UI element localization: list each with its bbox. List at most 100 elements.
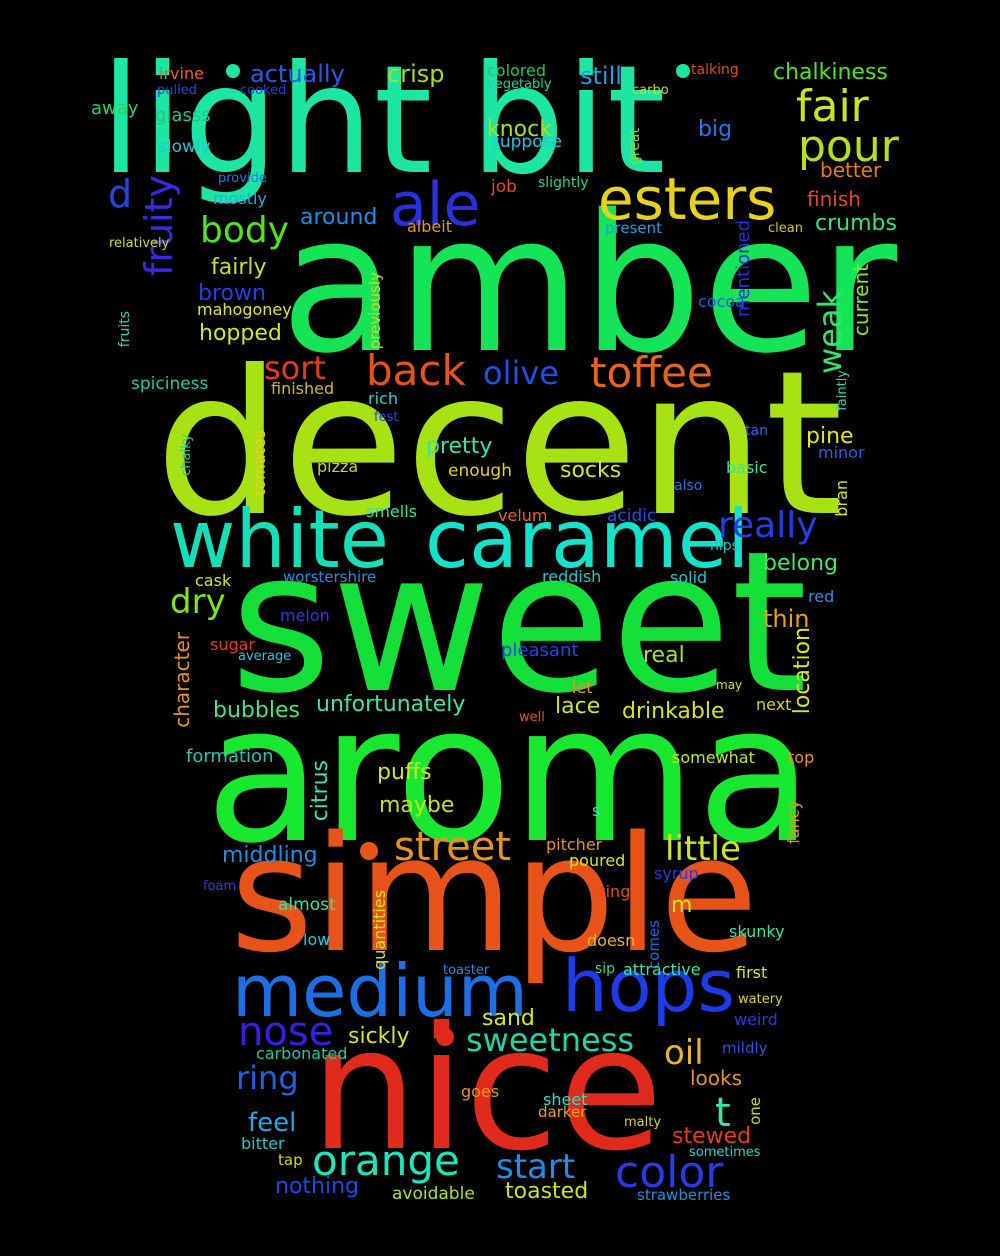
word-feel: feel [248,1108,297,1138]
word-toasted: toasted [505,1179,589,1204]
word-pretty: pretty [426,434,493,459]
word-pizza: pizza [317,457,359,476]
word-thin: thin [763,605,810,633]
word-looks: looks [690,1066,743,1090]
word-may: may [716,678,743,692]
word-foam: foam [203,879,237,894]
word-fest: fest [374,410,399,425]
word-carbonated: carbonated [256,1044,348,1063]
word-formation: formation [186,746,274,767]
word-doesn: doesn [587,931,636,950]
word-citrus: citrus [308,760,333,822]
word-attractive: attractive [623,960,701,979]
word-pitcher: pitcher [546,835,603,854]
word-sort: sort [264,349,326,387]
word-pleasant: pleasant [501,640,579,661]
word-light: light [100,34,433,208]
word-relatively: relatively [109,236,170,251]
word-actually: actually [250,60,345,88]
word-skunky: skunky [729,922,785,941]
word-velum: velum [498,506,548,525]
word-body: body [200,210,290,251]
word-hopped: hopped [199,321,282,346]
word-quantities: quantities [370,890,389,970]
word-fruits: fruits [117,311,133,348]
word-s: s [592,801,601,820]
word-mostly: mostly [213,189,267,208]
word-albeit: albeit [407,217,452,236]
dot-shape [436,1028,454,1046]
word-nothing: nothing [275,1174,359,1199]
word-dry: dry [170,582,226,622]
word-hops: hops [562,944,735,1028]
word-finished: finished [271,379,335,398]
word-one: one [746,1097,764,1125]
word-suppose: suppose [491,132,562,152]
word-rich: rich [368,389,398,408]
word-top: top [788,748,815,767]
word-mildly: mildly [722,1039,768,1057]
word-job: job [491,177,517,197]
word-sweet: sweet [230,509,808,736]
word-color: color [615,1147,724,1198]
word-start: start [496,1147,576,1187]
word-orange: orange [312,1136,460,1185]
word-pour: pour [798,121,899,172]
word-sweetness: sweetness [466,1021,635,1059]
word-pulled: pulled [157,83,197,98]
word-still: still [580,62,622,90]
word-little: little [665,829,741,869]
word-esters: esters [598,165,777,233]
word-worstershire: worstershire [283,568,377,586]
word-let: let [572,678,593,697]
word-current: current [849,264,873,337]
word-malty: malty [624,1115,662,1130]
word-slowly: slowly [158,137,211,157]
word-white: white [170,493,389,586]
word-poured: poured [569,851,626,870]
word-present: present [605,219,663,237]
word-solid: solid [670,568,708,587]
word-smells: smells [366,502,417,521]
word-watery: watery [738,992,783,1007]
word-colored: colored [487,61,547,80]
word-big: big [698,117,733,142]
word-carbo: carbo [632,83,669,98]
word-drinkable: drinkable [622,699,725,724]
word-talking: talking [691,62,739,78]
word-really: really [718,505,818,546]
word-next: next [756,695,792,714]
word-socks: socks [560,458,622,483]
dot-shape [226,64,240,78]
word-weak: weak [811,290,849,374]
word-somewhat: somewhat [672,748,755,767]
word-caramel: caramel [425,493,750,586]
dot-shape [360,842,378,860]
word-weird: weird [734,1010,778,1029]
word-sand: sand [482,1006,535,1031]
word-lace: lace [555,694,601,719]
word-chalkiness: chalkiness [773,60,888,85]
word-better: better [820,158,882,182]
word-sip: sip [595,961,616,977]
word-maybe: maybe [379,793,455,818]
word-bitter: bitter [241,1134,285,1153]
word-clean: clean [768,221,803,236]
word-real: real [643,643,685,668]
word-simple: simple [230,801,759,988]
word-fancy: fancy [784,800,803,844]
word-faintly: faintly [835,370,850,411]
word-bubbles: bubbles [213,698,300,723]
word-toffee: toffee [590,348,713,397]
word-amber: amber [280,174,898,395]
word-fruity: fruity [137,175,181,277]
word-low: low [303,930,331,949]
word-d: d [108,172,133,216]
word-nips: nips [710,538,739,554]
word-back: back [366,346,466,395]
word-sickly: sickly [348,1024,410,1049]
word-stewed: stewed [672,1124,752,1149]
word-nice: nice [310,991,664,1189]
word-first: first [736,963,768,982]
